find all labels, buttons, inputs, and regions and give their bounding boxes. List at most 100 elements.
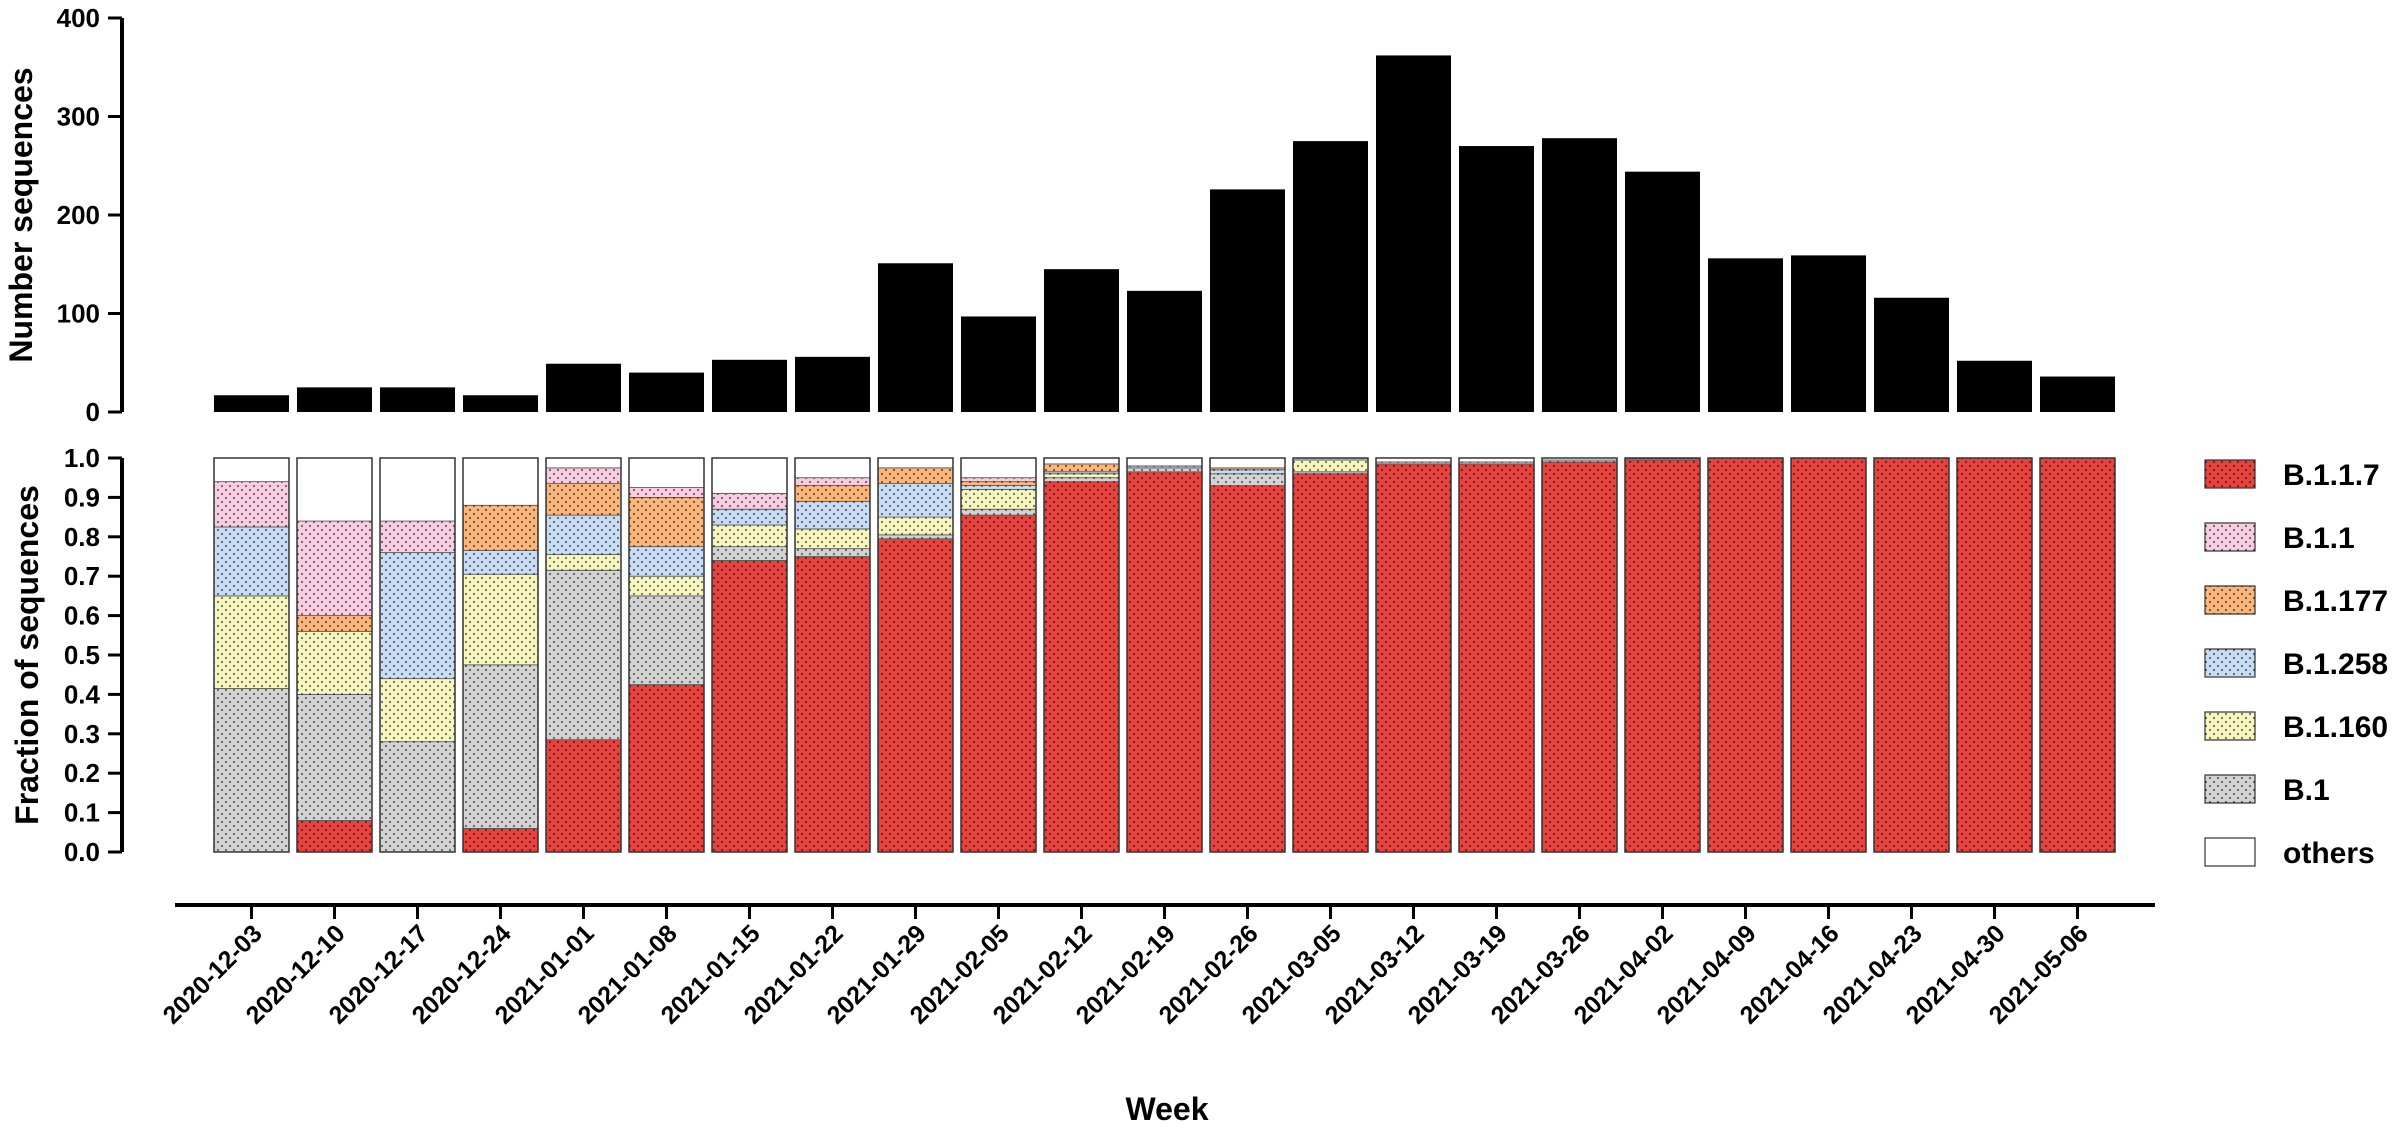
count-bar [1127, 290, 1202, 412]
fraction-stacked-panel: 0.0 0.1 0.2 0.3 0.4 0.5 0.6 0.7 0.8 0.9 1.0 Fractio… [9, 443, 2116, 867]
stacked-bar-outline [1873, 457, 1950, 853]
stacked-bar-outline [794, 457, 871, 853]
segment-dot-pattern [878, 517, 953, 535]
stacked-bar-outline [1458, 457, 1535, 853]
segment-dot-pattern [629, 546, 704, 577]
legend-label: B.1.177 [2283, 585, 2388, 618]
stacked-bar-outline [1292, 457, 1369, 853]
segment-dot-pattern [297, 820, 372, 852]
legend-swatch [2204, 837, 2256, 867]
segment-dot-pattern [1127, 471, 1202, 852]
count-bar [380, 387, 455, 412]
count-bar [1542, 138, 1617, 413]
segment-dot-pattern [629, 595, 704, 685]
legend-item: B.1.258 [2204, 648, 2388, 681]
segment-dot-pattern [795, 528, 870, 549]
count-bar-panel: 0 100 200 300 400 Number sequences [3, 3, 2115, 427]
segment-dot-pattern [1127, 465, 1202, 468]
stacked-bar-outline [1541, 457, 1618, 853]
segment-dot-pattern [1376, 463, 1451, 852]
x-axis-title: Week [1125, 1091, 1208, 1127]
count-bar [1293, 141, 1368, 412]
week-x-axis: 2020-12-032020-12-102020-12-172020-12-24… [158, 903, 2155, 1127]
count-bar [1957, 360, 2032, 412]
fraction-y-tick-label: 0.1 [64, 798, 100, 828]
segment-others [379, 457, 456, 522]
segment-dot-pattern [546, 515, 621, 555]
segment-dot-pattern [463, 828, 538, 852]
stacked-bar-outline [1790, 457, 1867, 853]
segment-dot-pattern [1210, 469, 1285, 474]
segment-dot-pattern [1044, 463, 1119, 472]
segment-others [462, 457, 539, 506]
legend-item: B.1.1.7 [2204, 459, 2380, 492]
count-bar [1708, 258, 1783, 412]
legend-item: B.1.1 [2204, 522, 2355, 555]
segment-dot-pattern [795, 485, 870, 502]
segment-dot-pattern [1542, 459, 1617, 462]
segment-dot-pattern [712, 509, 787, 525]
segment-dot-pattern [1127, 467, 1202, 472]
stacked-bar-outline [711, 457, 788, 853]
segment-dot-pattern [961, 489, 1036, 510]
segment-dot-pattern [380, 521, 455, 553]
segment-others [794, 457, 871, 479]
segment-dot-pattern [1459, 461, 1534, 464]
fraction-y-tick-label: 0.2 [64, 758, 100, 788]
segment-dot-pattern [1210, 467, 1285, 470]
segment-dot-pattern [1708, 458, 1783, 852]
segment-dot-pattern [1044, 473, 1119, 478]
segment-dot-pattern [463, 505, 538, 551]
segment-dot-pattern [1293, 459, 1368, 472]
segment-dot-pattern [2040, 458, 2115, 852]
segment-dot-pattern [463, 550, 538, 575]
count-y-tick-label: 300 [57, 102, 100, 132]
segment-dot-pattern [1044, 481, 1119, 852]
segment-dot-pattern [961, 481, 1036, 486]
count-bar [1210, 189, 1285, 412]
count-bar [878, 263, 953, 412]
segment-others [877, 457, 954, 469]
stacked-bar-outline [1209, 457, 1286, 853]
segment-others [1126, 457, 1203, 467]
stacked-bar-outline [1126, 457, 1203, 853]
fraction-y-tick-label: 0.5 [64, 640, 100, 670]
segment-dot-pattern [214, 688, 289, 852]
segment-dot-pattern [214, 526, 289, 596]
segment-dot-pattern [878, 467, 953, 484]
stacked-bar-outline [1624, 457, 1701, 853]
count-bar [1044, 269, 1119, 412]
fraction-y-tick-label: 0.9 [64, 482, 100, 512]
count-y-axis-title: Number sequences [3, 67, 39, 362]
segment-dot-pattern [795, 477, 870, 486]
legend-item: others [2204, 837, 2375, 870]
segment-dot-pattern [629, 497, 704, 547]
segment-dot-pattern [795, 548, 870, 557]
segment-others [628, 457, 705, 488]
segment-dot-pattern [380, 678, 455, 742]
segment-dot-pattern [463, 664, 538, 829]
segment-dot-pattern [297, 615, 372, 632]
legend-swatch-pattern [2205, 523, 2255, 551]
fraction-y-tick-label: 0.0 [64, 837, 100, 867]
legend-label: B.1.258 [2283, 648, 2388, 681]
stacked-bar-outline [1043, 457, 1120, 853]
segment-dot-pattern [795, 501, 870, 529]
stacked-bar-outline [877, 457, 954, 853]
segment-dot-pattern [1293, 458, 1368, 460]
count-bar [297, 387, 372, 412]
segment-dot-pattern [961, 515, 1036, 852]
segment-dot-pattern [712, 493, 787, 510]
segment-dot-pattern [1957, 458, 2032, 852]
segment-dot-pattern [629, 487, 704, 498]
segment-dot-pattern [878, 538, 953, 852]
legend: B.1.1.7 B.1.1 B.1.177 B.1.258 B.1.160 B.1 othe… [2204, 459, 2388, 870]
count-bar [1376, 55, 1451, 413]
segment-dot-pattern [214, 595, 289, 689]
fraction-y-tick-label: 1.0 [64, 443, 100, 473]
stacked-bar-outline [545, 457, 622, 853]
segment-dot-pattern [961, 485, 1036, 490]
count-y-tick-label: 200 [57, 200, 100, 230]
stacked-bar-outline [1707, 457, 1784, 853]
